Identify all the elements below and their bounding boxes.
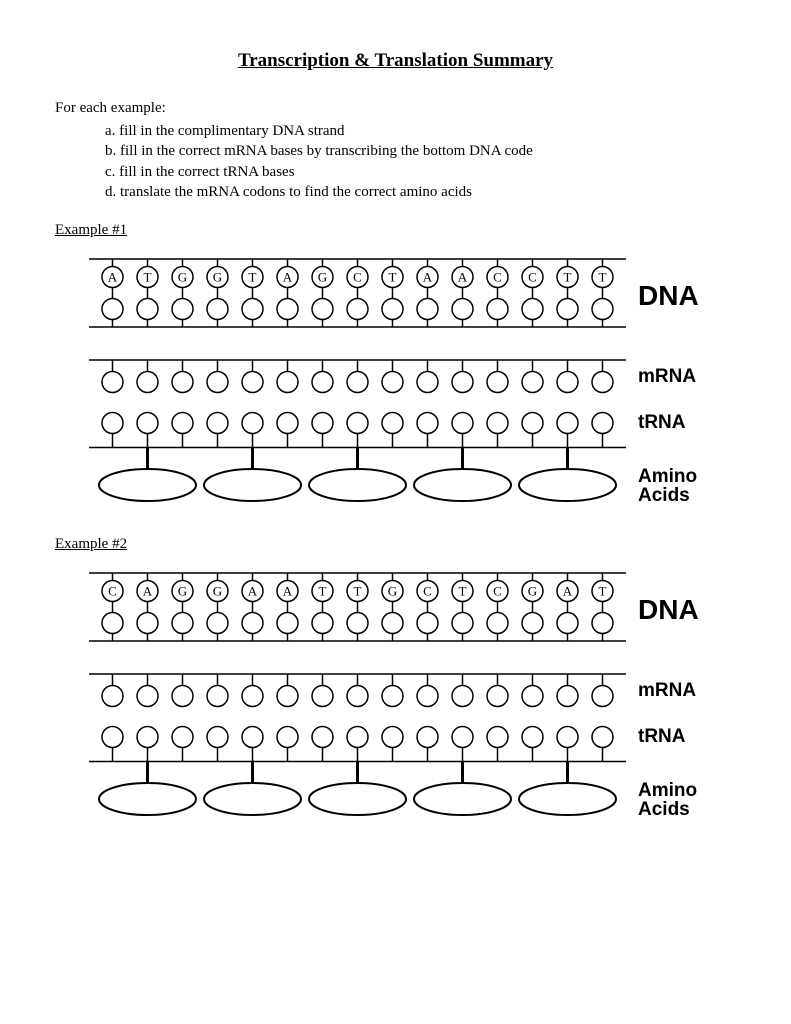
dna-diagram: ATGGTAGCTAACCTT [85, 251, 630, 340]
svg-text:C: C [423, 584, 432, 599]
svg-text:T: T [599, 584, 607, 599]
mrna-label: mRNA [638, 681, 696, 700]
svg-text:A: A [248, 584, 258, 599]
dna-diagram: CAGGAATTGCTCGAT [85, 565, 630, 654]
svg-text:T: T [354, 584, 362, 599]
svg-text:C: C [528, 270, 537, 285]
svg-text:T: T [599, 270, 607, 285]
svg-text:T: T [319, 584, 327, 599]
svg-text:T: T [459, 584, 467, 599]
page-title: Transcription & Translation Summary [55, 50, 736, 72]
instruction-a: a. fill in the complimentary DNA strand [105, 121, 736, 141]
svg-text:T: T [249, 270, 257, 285]
svg-text:G: G [178, 270, 187, 285]
svg-text:A: A [458, 270, 468, 285]
intro-line: For each example: [55, 100, 736, 117]
svg-text:T: T [564, 270, 572, 285]
amino-label: Amino Acids [638, 781, 697, 819]
svg-text:A: A [283, 584, 293, 599]
svg-text:A: A [283, 270, 293, 285]
instruction-b: b. fill in the correct mRNA bases by tra… [105, 141, 736, 161]
instruction-list: a. fill in the complimentary DNA strand … [105, 121, 736, 202]
svg-text:A: A [108, 270, 118, 285]
mrna-row: mRNA [85, 664, 736, 717]
dna-label: DNA [638, 282, 699, 310]
svg-text:T: T [144, 270, 152, 285]
svg-text:G: G [318, 270, 327, 285]
mrna-row: mRNA [85, 350, 736, 403]
trna-label: tRNA [638, 727, 697, 746]
svg-text:G: G [213, 270, 222, 285]
svg-text:C: C [353, 270, 362, 285]
example-heading: Example #2 [55, 536, 736, 553]
svg-text:C: C [493, 584, 502, 599]
trna-label: tRNA [638, 413, 697, 432]
svg-text:A: A [143, 584, 153, 599]
dna-row: C A G G A A T T G C T C G A T DNA [85, 565, 736, 654]
svg-text:G: G [178, 584, 187, 599]
trna-row: tRNA Amino Acids [85, 407, 736, 516]
dna-label: DNA [638, 596, 699, 624]
trna-amino-diagram [85, 721, 630, 830]
amino-label: Amino Acids [638, 467, 697, 505]
mrna-diagram [85, 664, 630, 717]
svg-text:G: G [388, 584, 397, 599]
mrna-label: mRNA [638, 367, 696, 386]
svg-text:C: C [493, 270, 502, 285]
trna-row: tRNA Amino Acids [85, 721, 736, 830]
svg-text:C: C [108, 584, 117, 599]
mrna-diagram [85, 350, 630, 403]
trna-amino-diagram [85, 407, 630, 516]
instruction-d: d. translate the mRNA codons to find the… [105, 182, 736, 202]
svg-text:A: A [423, 270, 433, 285]
dna-row: A T G G T A G C T A A C C T T DNA [85, 251, 736, 340]
svg-text:T: T [389, 270, 397, 285]
svg-text:G: G [213, 584, 222, 599]
svg-text:A: A [563, 584, 573, 599]
instruction-c: c. fill in the correct tRNA bases [105, 162, 736, 182]
example-heading: Example #1 [55, 222, 736, 239]
svg-text:G: G [528, 584, 537, 599]
